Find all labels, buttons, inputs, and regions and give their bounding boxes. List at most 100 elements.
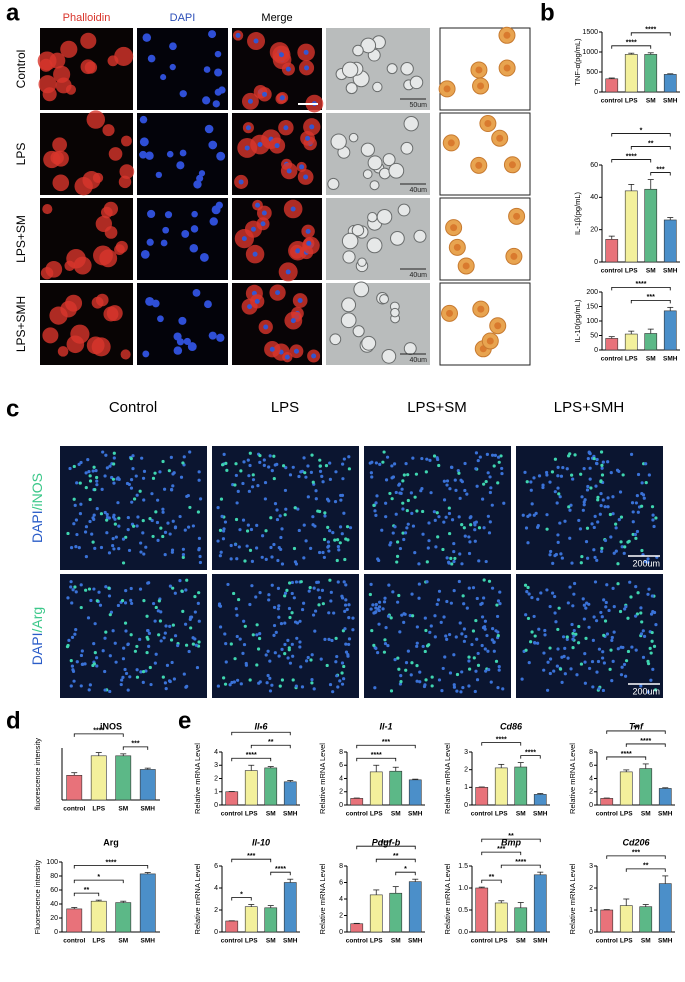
nucleus	[387, 583, 391, 587]
nucleus	[445, 637, 449, 642]
nucleus	[592, 456, 596, 461]
x-tick-label: SMH	[141, 938, 156, 945]
nucleus	[472, 656, 476, 660]
nucleus	[296, 507, 300, 511]
error-bar	[120, 753, 127, 756]
nucleus	[66, 596, 70, 600]
nucleus	[73, 585, 77, 589]
nucleus	[323, 637, 327, 641]
nucleus	[298, 619, 302, 623]
nucleus	[481, 497, 485, 501]
nucleus	[557, 606, 561, 610]
nucleus	[616, 562, 620, 566]
nucleus	[370, 460, 374, 464]
x-tick-label: SMH	[663, 356, 678, 363]
nucleus	[197, 640, 201, 644]
nucleus	[320, 474, 324, 478]
nucleus	[450, 562, 454, 566]
nucleus	[112, 481, 116, 485]
nucleus	[474, 467, 478, 471]
nucleus	[218, 625, 223, 629]
nucleus	[439, 620, 443, 624]
nucleus	[245, 125, 251, 131]
nucleus	[647, 587, 651, 591]
nucleus	[241, 481, 245, 486]
error-bar	[120, 900, 127, 903]
nucleus	[569, 503, 573, 507]
nucleus	[239, 682, 243, 686]
nucleus	[276, 586, 281, 590]
x-tick-label: SM	[118, 806, 128, 813]
bar	[600, 909, 614, 933]
nucleus	[340, 671, 344, 675]
nucleus	[314, 489, 318, 493]
nucleus	[285, 588, 289, 593]
nucleus	[545, 513, 549, 517]
nucleus	[267, 598, 271, 602]
nucleus	[192, 288, 201, 297]
nucleus	[571, 477, 575, 481]
error-bar	[412, 878, 419, 882]
nucleus	[244, 663, 249, 667]
nucleus	[495, 603, 499, 607]
row-label-part: /iNOS	[29, 473, 45, 510]
nucleus	[642, 634, 647, 638]
nucleus	[329, 590, 333, 594]
nucleus	[629, 595, 633, 599]
nucleus	[258, 453, 262, 458]
nucleus	[545, 588, 549, 592]
nucleus	[606, 460, 610, 464]
nucleus	[483, 619, 487, 623]
nucleus	[298, 645, 302, 649]
nucleus	[336, 580, 340, 584]
nucleus	[157, 599, 161, 603]
nucleus	[139, 150, 147, 159]
nucleus	[434, 545, 438, 549]
bar	[350, 923, 364, 933]
y-tick-label: 40	[590, 194, 598, 201]
nucleus	[334, 660, 338, 664]
nucleus	[304, 475, 308, 479]
nucleus	[491, 627, 495, 631]
error-bar	[144, 872, 151, 874]
nucleus	[374, 513, 378, 518]
nucleus	[433, 635, 437, 639]
nucleus	[525, 480, 529, 484]
nucleus	[606, 496, 610, 500]
nucleus	[390, 497, 394, 501]
nucleus	[277, 604, 281, 608]
nucleus	[333, 500, 338, 504]
nucleus	[391, 590, 395, 594]
nucleus	[652, 610, 657, 615]
significance-label: ****	[645, 27, 656, 34]
nucleus	[77, 546, 81, 550]
cell	[352, 44, 364, 57]
nucleus	[113, 522, 117, 526]
nucleus	[397, 667, 401, 671]
panel-label: b	[540, 0, 555, 26]
cell	[381, 349, 397, 364]
bar	[244, 906, 258, 933]
nucleus	[654, 623, 658, 627]
nucleus	[197, 548, 201, 552]
nucleus	[113, 517, 117, 521]
nucleus	[183, 337, 191, 346]
nucleus	[245, 529, 250, 533]
nucleus	[558, 667, 563, 671]
nucleus	[242, 642, 247, 647]
chart-title: Bmp	[501, 837, 522, 847]
nucleus	[235, 501, 239, 505]
bar	[644, 54, 658, 93]
nucleus	[280, 678, 285, 682]
nucleus	[501, 687, 505, 691]
nucleus	[342, 511, 346, 515]
x-tick-label: SMH	[141, 806, 156, 813]
nucleus	[510, 252, 518, 260]
error-bar	[608, 336, 615, 339]
bar	[225, 791, 239, 806]
nucleus	[500, 466, 504, 471]
cell	[353, 281, 370, 298]
nucleus	[383, 638, 387, 642]
image-phase	[326, 281, 430, 365]
nucleus	[142, 350, 150, 358]
